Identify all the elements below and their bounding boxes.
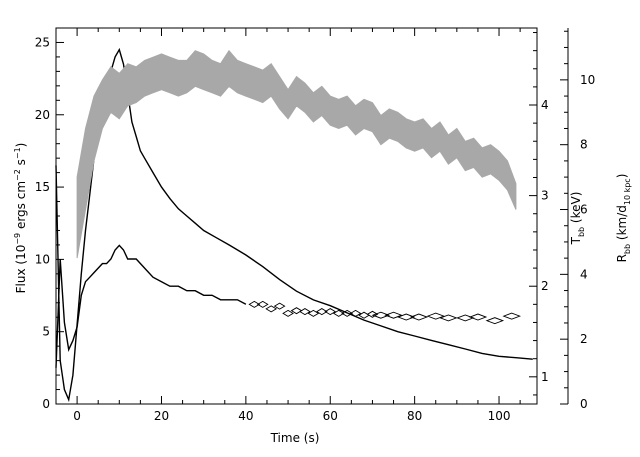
- temperature-tick-label: 1: [541, 370, 549, 384]
- temperature-point: [332, 309, 345, 317]
- x-tick-label: 60: [323, 409, 338, 423]
- radius-tick-label: 8: [580, 138, 588, 152]
- temperature-point: [502, 312, 521, 320]
- radius-tick-label: 0: [580, 397, 588, 411]
- axis-labels: Time (s) Flux (10−9 ergs cm−2 s−1) Tbb (…: [13, 143, 632, 445]
- flux-tick-label: 15: [35, 180, 50, 194]
- x-tick-label: 100: [488, 409, 511, 423]
- temperature-point: [384, 311, 403, 319]
- radius-band: [76, 49, 517, 259]
- flux-tick-label: 5: [42, 325, 50, 339]
- flux-tick-label: 20: [35, 108, 50, 122]
- radius-tick-label: 2: [580, 332, 588, 346]
- temperature-point: [426, 312, 446, 320]
- temperature-point: [409, 313, 429, 321]
- temperature-point: [299, 308, 311, 316]
- temperature-point: [341, 309, 354, 317]
- x-tick-label: 80: [407, 409, 422, 423]
- x-tick-label: 40: [238, 409, 253, 423]
- temperature-point: [256, 300, 269, 308]
- temperature-point: [396, 313, 416, 321]
- radius-tick-label: 4: [580, 267, 588, 281]
- temperature-point: [371, 311, 391, 319]
- x-tick-label: 0: [73, 409, 81, 423]
- temperature-tick-label: 4: [541, 98, 549, 112]
- temperature-point: [468, 313, 488, 321]
- temperature-point: [315, 308, 328, 316]
- temperature-point: [282, 309, 294, 317]
- temperature-point: [324, 308, 337, 316]
- temperature-series-line: [55, 244, 247, 368]
- flux-tick-label: 0: [42, 397, 50, 411]
- temperature-point: [248, 300, 261, 308]
- radius-tick-label: 10: [580, 73, 595, 87]
- temperature-tick-label: 3: [541, 189, 549, 203]
- y-axis-title-radius: Rbb (km/d10 kpc): [615, 174, 632, 263]
- temperature-point: [307, 309, 320, 317]
- temperature-point: [290, 307, 303, 315]
- flux-tick-label: 10: [35, 252, 50, 266]
- radius-tick-label: 6: [580, 203, 588, 217]
- temperature-point: [485, 317, 505, 325]
- flux-series-line: [55, 47, 533, 403]
- y-axis-title-temperature: Tbb (keV): [569, 192, 586, 246]
- temperature-point: [273, 302, 286, 310]
- temperature-point: [455, 314, 475, 322]
- temperature-tick-label: 2: [541, 279, 549, 293]
- temperature-point: [366, 310, 379, 318]
- temperature-point: [349, 309, 362, 317]
- plot-area: [55, 47, 533, 403]
- flux-tick-label: 25: [35, 35, 50, 49]
- x-tick-label: 20: [154, 409, 169, 423]
- temperature-point: [265, 305, 278, 313]
- y-axis-title-flux: Flux (10−9 ergs cm−2 s−1): [13, 143, 28, 294]
- x-axis-title: Time (s): [270, 431, 320, 445]
